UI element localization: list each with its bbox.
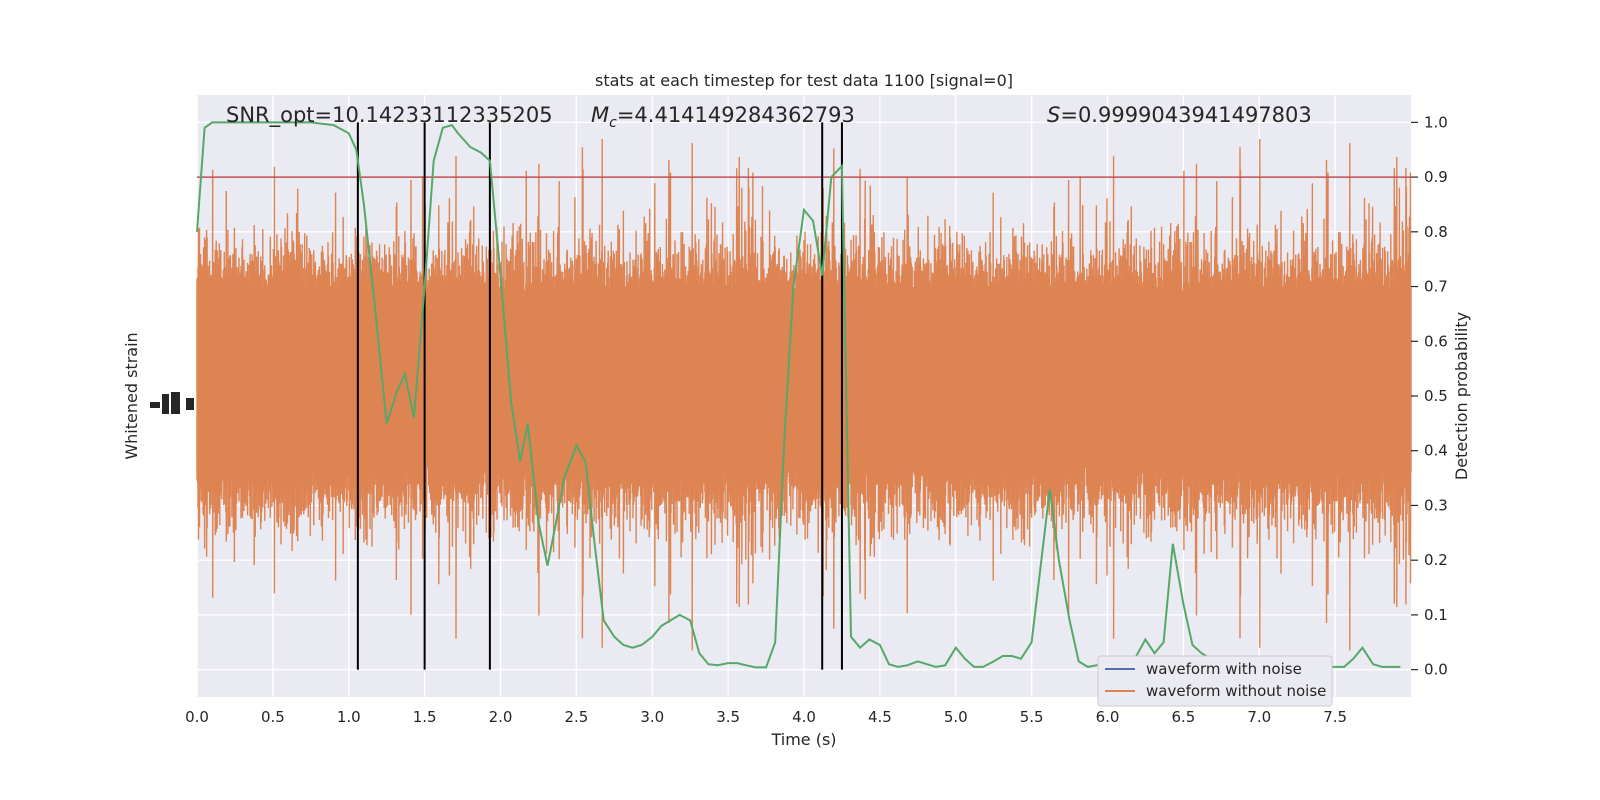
x-tick-label: 7.0 — [1247, 708, 1271, 726]
chirp-mass-annotation: Mc=4.414149284362793 — [591, 103, 855, 131]
strain-trace — [196, 138, 1412, 651]
y-tick-label: 0.4 — [1424, 442, 1448, 460]
x-axis-label: Time (s) — [770, 730, 836, 749]
x-tick-label: 1.0 — [337, 708, 361, 726]
trigger-lines — [356, 122, 843, 670]
y-tick-label: 0.6 — [1424, 332, 1448, 350]
x-tick-label: 4.5 — [868, 708, 892, 726]
legend-label-without-noise: waveform without noise — [1146, 682, 1326, 700]
x-tick-label: 3.5 — [716, 708, 740, 726]
y-tick-label: 0.0 — [1424, 661, 1448, 679]
y-tick-label: 0.9 — [1424, 168, 1448, 186]
y-tick-label: 0.2 — [1424, 551, 1448, 569]
x-tick-label: 5.0 — [944, 708, 968, 726]
y-axis-left-label: Whitened strain — [122, 332, 141, 459]
chart-title: stats at each timestep for test data 110… — [595, 71, 1013, 90]
x-tick-label: 2.0 — [489, 708, 513, 726]
x-tick-label: 6.0 — [1096, 708, 1120, 726]
y-tick-label: 0.3 — [1424, 496, 1448, 514]
x-tick-label: 5.5 — [1020, 708, 1044, 726]
x-tick-label: 4.0 — [792, 708, 816, 726]
x-tick-label: 7.5 — [1323, 708, 1347, 726]
strain-series — [196, 138, 1412, 651]
y-axis-right-label: Detection probability — [1452, 312, 1471, 480]
x-axis-ticks: 0.0 0.5 1.0 1.5 2.0 2.5 3.0 3.5 4.0 4.5 5.0 5.5 6.0 6… — [185, 708, 1347, 726]
x-tick-label: 3.0 — [640, 708, 664, 726]
legend: waveform with noise waveform without noi… — [1097, 655, 1333, 707]
y-tick-label: 0.1 — [1424, 606, 1448, 624]
y-tick-label: 0.5 — [1424, 387, 1448, 405]
x-tick-label: 1.5 — [413, 708, 437, 726]
y-tick-label: 0.8 — [1424, 223, 1448, 241]
y-tick-label: 1.0 — [1424, 113, 1448, 131]
x-tick-label: 0.0 — [185, 708, 209, 726]
y-tick-label: 0.7 — [1424, 278, 1448, 296]
y-axis-right-ticks: 0.0 0.1 0.2 0.3 0.4 0.5 0.6 0.7 0.8 0.9 1.0 — [1411, 113, 1448, 679]
x-tick-label: 6.5 — [1171, 708, 1195, 726]
left-tick-cluster — [150, 392, 194, 414]
legend-label-with-noise: waveform with noise — [1146, 660, 1302, 678]
s-annotation: S=0.9999043941497803 — [1047, 103, 1312, 127]
x-tick-label: 2.5 — [564, 708, 588, 726]
x-tick-label: 0.5 — [261, 708, 285, 726]
snr-annotation: SNR_opt=10.14233112335205 — [226, 103, 553, 128]
